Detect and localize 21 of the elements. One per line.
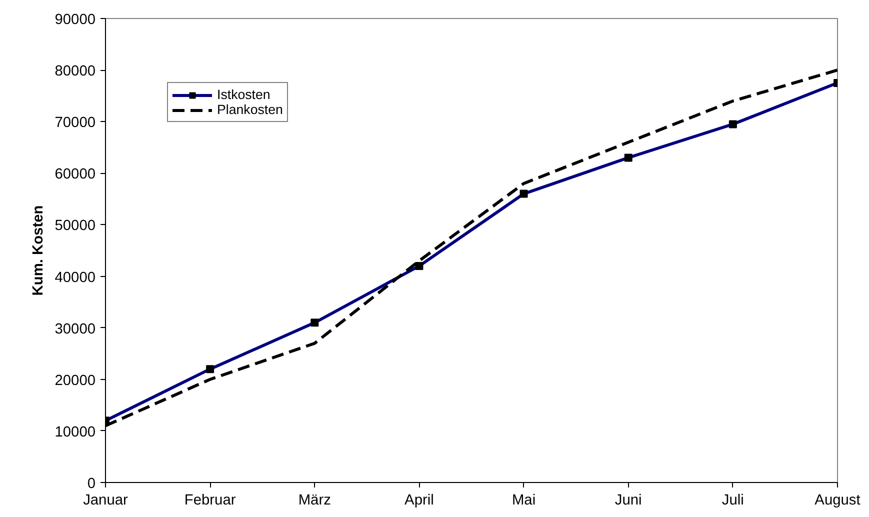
y-tick-label: 40000 <box>54 270 96 286</box>
y-tick-label: 30000 <box>54 321 96 338</box>
y-tick-label: 0 <box>87 476 96 492</box>
y-tick-label: 90000 <box>54 12 96 28</box>
x-tick-label: Juni <box>614 492 642 508</box>
x-tick-label: Januar <box>83 492 128 508</box>
legend-label: Istkosten <box>217 87 270 102</box>
y-tick-label: 20000 <box>54 372 96 389</box>
x-tick-label: August <box>814 492 860 508</box>
x-tick-label: Juli <box>722 492 744 508</box>
x-tick-label: Februar <box>184 492 236 508</box>
x-tick-label: Mai <box>512 492 536 508</box>
x-tick-label: März <box>298 492 331 508</box>
y-tick-label: 10000 <box>54 424 96 440</box>
y-tick-label: 80000 <box>54 64 96 80</box>
x-tick-label: April <box>404 492 434 508</box>
y-tick-label: 60000 <box>54 166 96 183</box>
y-axis-title: Kum. Kosten <box>30 205 47 296</box>
y-tick-label: 70000 <box>54 115 96 132</box>
y-tick-label: 50000 <box>54 218 96 234</box>
legend-label: Plankosten <box>217 102 283 117</box>
